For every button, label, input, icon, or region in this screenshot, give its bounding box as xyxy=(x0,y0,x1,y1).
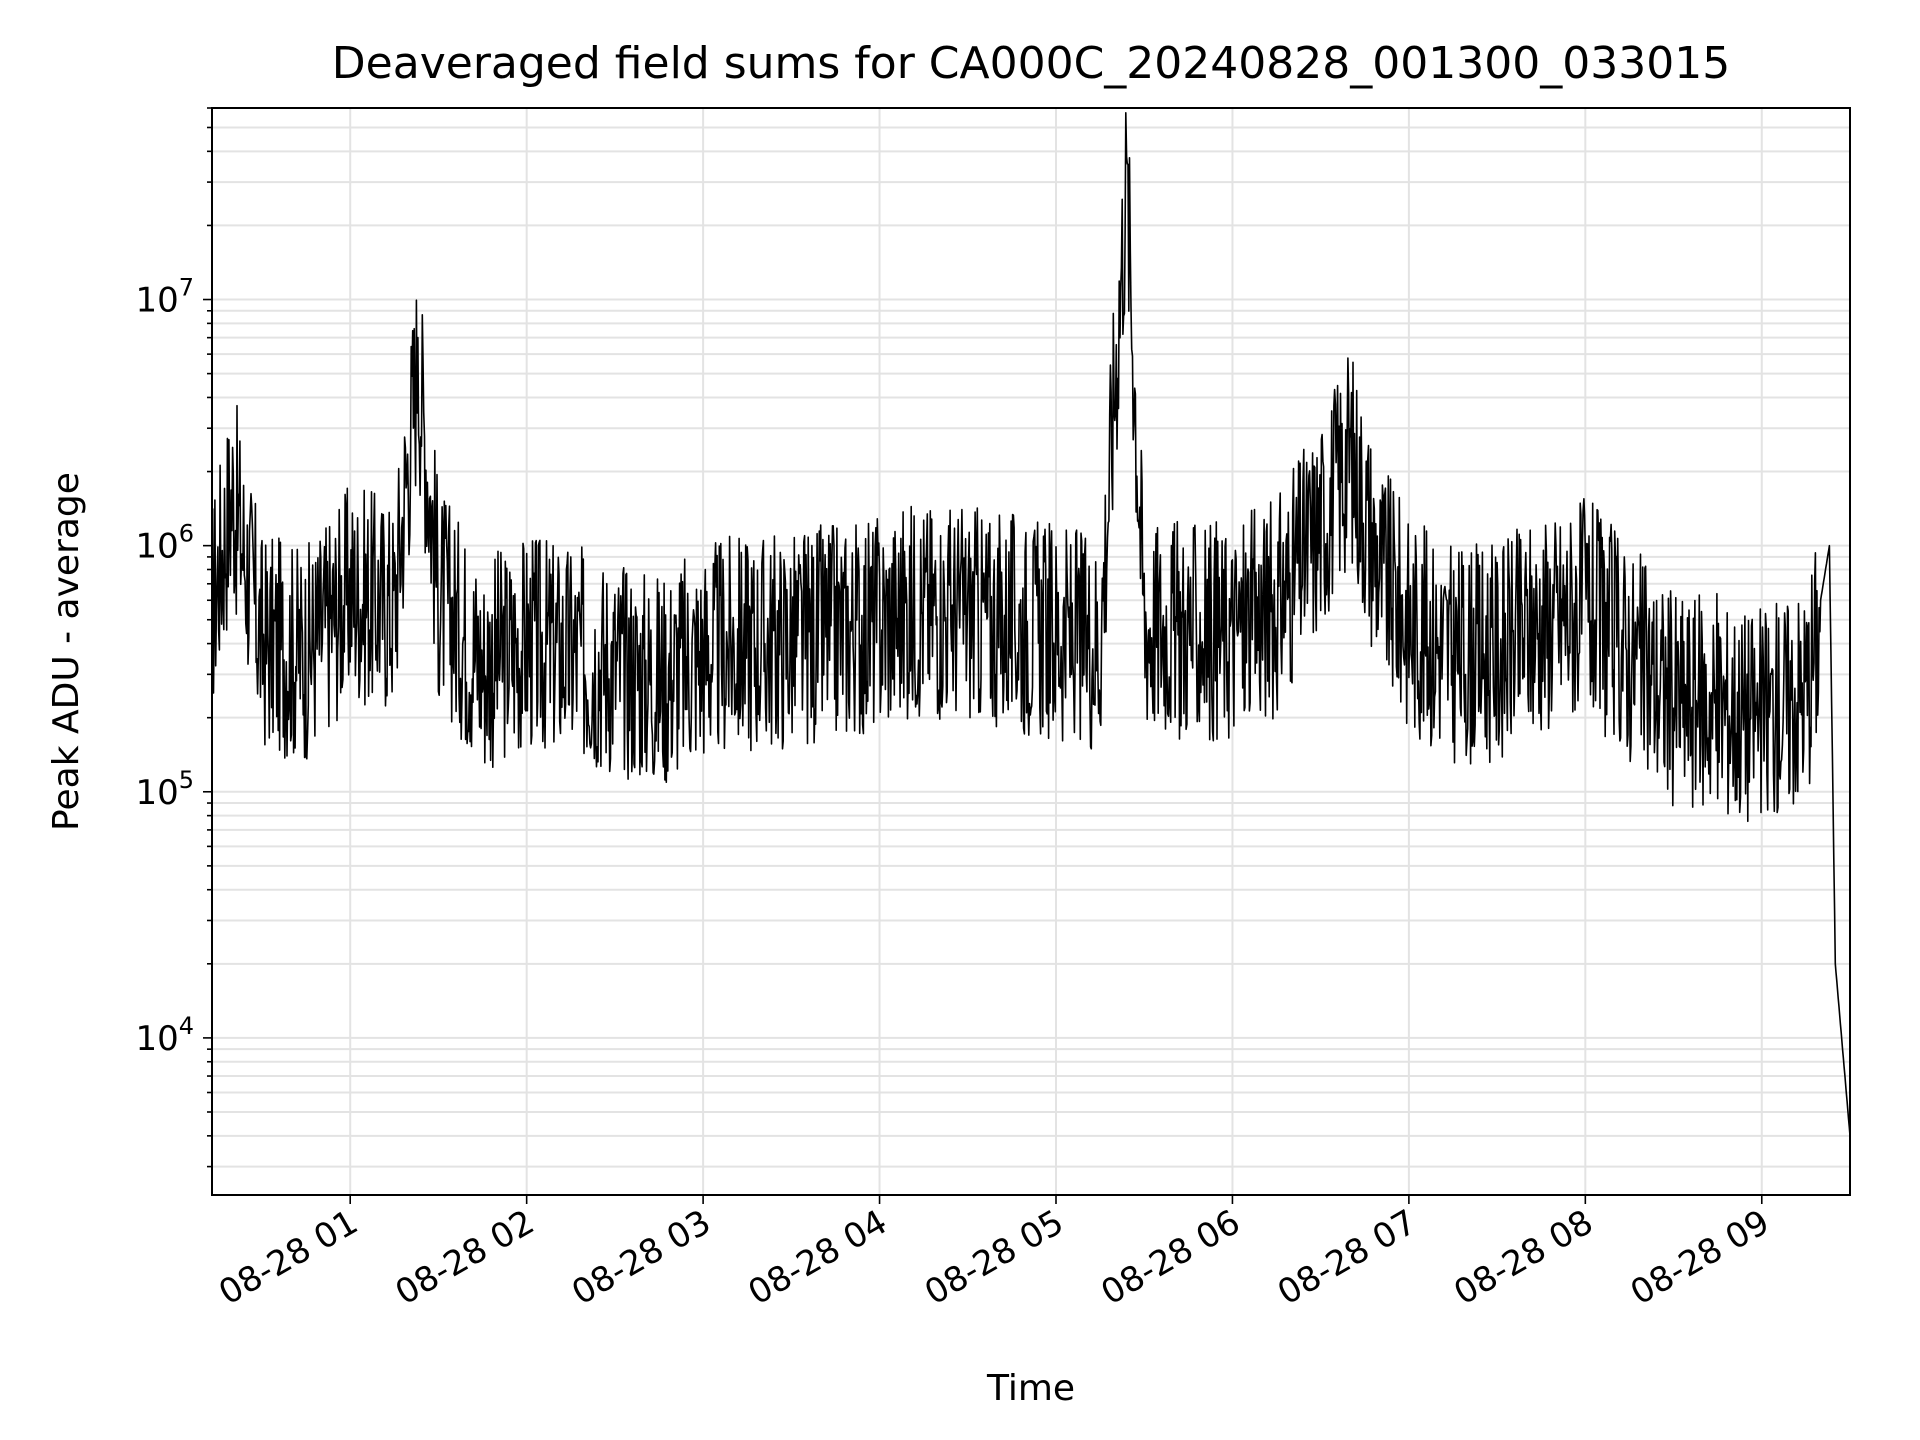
chart-title: Deaveraged field sums for CA000C_2024082… xyxy=(332,38,1730,89)
x-axis-label: Time xyxy=(986,1368,1075,1409)
x-tick-label: 08-28 06 xyxy=(1095,1202,1247,1313)
y-axis-label: Peak ADU - average xyxy=(46,472,87,831)
x-tick-label: 08-28 03 xyxy=(565,1202,717,1313)
y-tick-label: 105 xyxy=(135,766,194,813)
x-tick-label: 08-28 01 xyxy=(212,1202,364,1313)
x-tick-label: 08-28 02 xyxy=(389,1202,541,1313)
series-line-peak-adu xyxy=(211,112,1851,1136)
y-tick-label: 107 xyxy=(135,274,194,321)
x-tick-label: 08-28 04 xyxy=(742,1202,894,1313)
y-tick-label: 104 xyxy=(135,1012,194,1059)
x-tick-label: 08-28 09 xyxy=(1624,1202,1776,1313)
x-tick-label: 08-28 07 xyxy=(1271,1202,1423,1313)
plot-frame xyxy=(211,107,1851,1196)
x-tick-label: 08-28 05 xyxy=(918,1202,1070,1313)
y-tick-label: 106 xyxy=(135,520,194,567)
x-tick-label: 08-28 08 xyxy=(1447,1202,1599,1313)
